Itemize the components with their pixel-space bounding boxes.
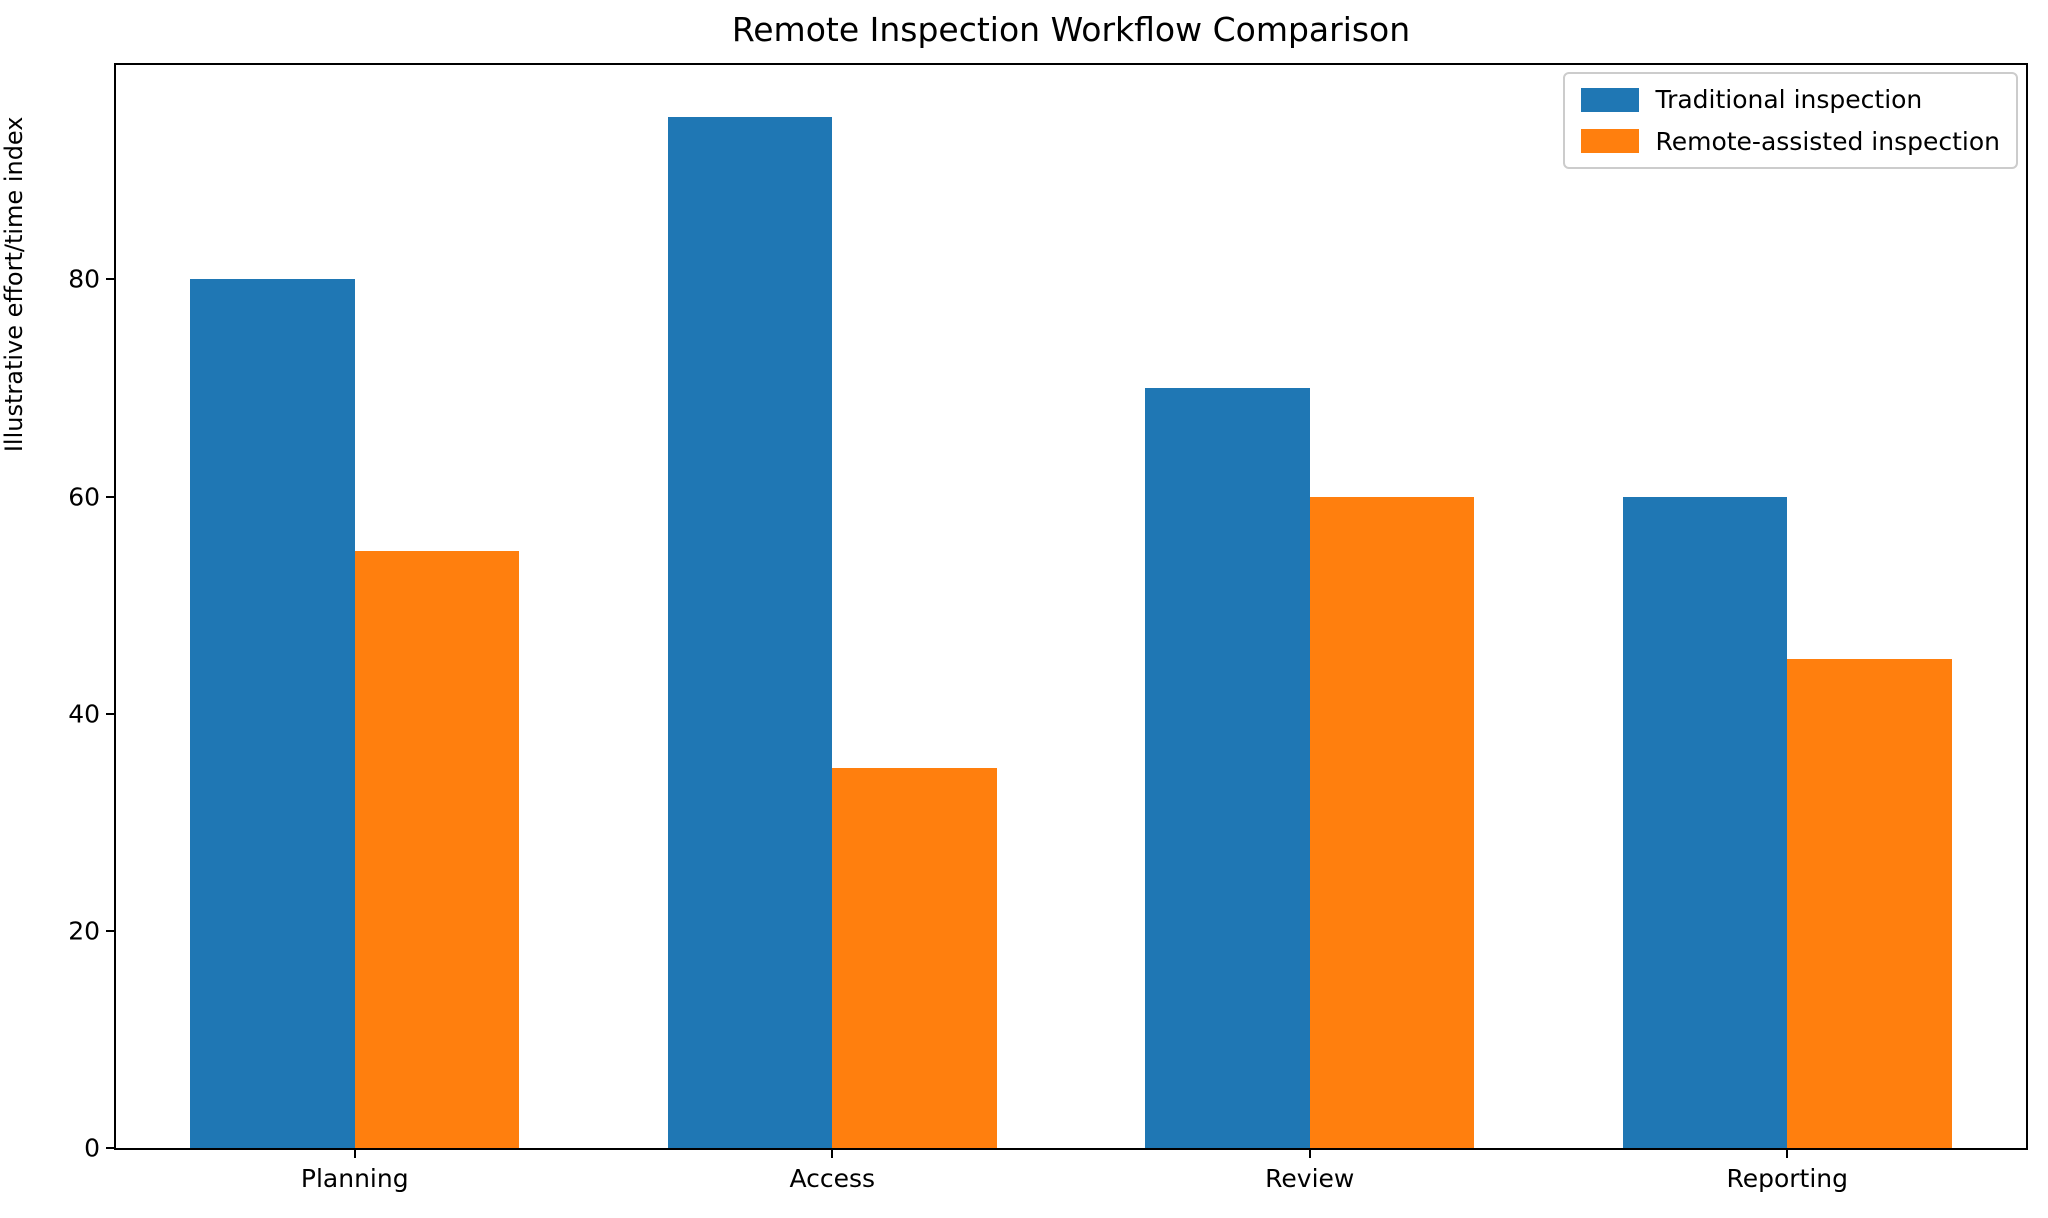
- y-tick-label-0: 0: [84, 1133, 100, 1163]
- x-tick-mark-reporting: [1786, 1148, 1789, 1158]
- y-axis-label: Illustrative effort/time index: [0, 116, 28, 453]
- y-tick-mark-40: [106, 712, 116, 715]
- y-tick-label-80: 80: [68, 264, 100, 294]
- chart-title: Remote Inspection Workflow Comparison: [731, 10, 1411, 49]
- legend-label: Remote-assisted inspection: [1655, 126, 2000, 156]
- y-tick-mark-20: [106, 929, 116, 932]
- x-tick-label-reporting: Reporting: [1726, 1164, 1849, 1193]
- y-tick-label-40: 40: [68, 699, 100, 729]
- x-tick-mark-planning: [353, 1148, 356, 1158]
- legend: Traditional inspection Remote-assisted in…: [1563, 72, 2018, 169]
- y-tick-label-60: 60: [68, 482, 100, 512]
- y-tick-mark-60: [106, 495, 116, 498]
- y-tick-label-20: 20: [68, 916, 100, 946]
- bar-remote-assisted-inspection-access: [832, 768, 997, 1148]
- x-tick-label-access: Access: [789, 1164, 876, 1193]
- legend-swatch-icon: [1581, 129, 1640, 154]
- legend-label: Traditional inspection: [1655, 85, 1923, 114]
- plot-area: 0 20 40 60 80 Planning Access Review Reporting …: [68, 63, 2028, 1191]
- legend-swatch-icon: [1581, 87, 1640, 112]
- legend-entry-remote-assisted-inspection: Remote-assisted inspection: [1581, 126, 2000, 156]
- bar-traditional-inspection-planning: [190, 279, 355, 1148]
- x-tick-label-planning: Planning: [300, 1164, 409, 1193]
- y-tick-mark-80: [106, 278, 116, 281]
- bar-remote-assisted-inspection-reporting: [1787, 659, 1952, 1148]
- bar-remote-assisted-inspection-review: [1309, 496, 1475, 1148]
- bar-traditional-inspection-review: [1145, 388, 1310, 1148]
- bar-remote-assisted-inspection-planning: [354, 550, 520, 1148]
- y-tick-mark-0: [106, 1147, 116, 1149]
- x-tick-mark-access: [831, 1148, 834, 1158]
- x-tick-label-review: Review: [1265, 1164, 1355, 1193]
- bar-traditional-inspection-reporting: [1622, 496, 1788, 1148]
- legend-entry-traditional-inspection: Traditional inspection: [1581, 86, 2000, 114]
- bar-traditional-inspection-access: [667, 116, 833, 1148]
- x-tick-mark-review: [1308, 1148, 1311, 1158]
